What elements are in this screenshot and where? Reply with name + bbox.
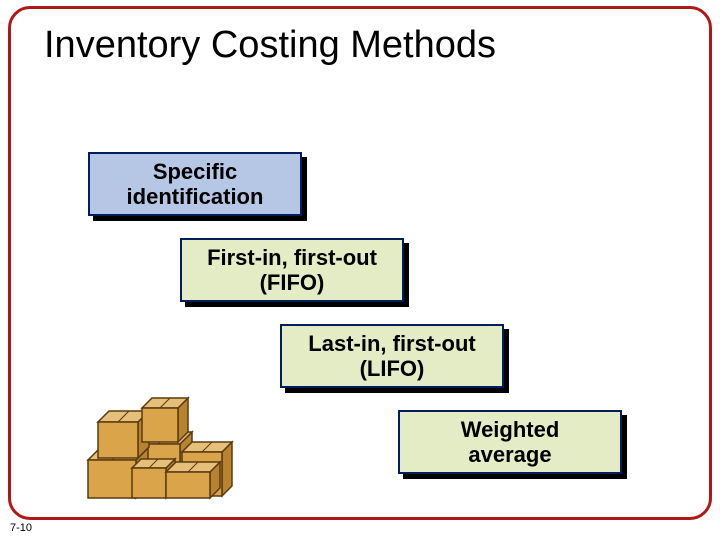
method-box-label: (LIFO) [360,356,425,381]
method-box-label: average [468,442,551,467]
boxes-illustration [78,372,238,502]
page-number: 7-10 [10,522,32,534]
method-box-label: Last-in, first-out [308,331,475,356]
method-box-label: (FIFO) [260,270,325,295]
method-box-weighted-average: Weightedaverage [398,410,622,474]
method-box-specific-identification: Specificidentification [88,152,302,216]
method-box-label: First-in, first-out [207,245,377,270]
method-box-label: Specific [153,159,237,184]
method-box-label: Weighted [461,417,560,442]
slide-title: Inventory Costing Methods [44,24,496,67]
method-box-label: identification [127,184,264,209]
method-box-lifo: Last-in, first-out(LIFO) [280,324,504,388]
method-box-fifo: First-in, first-out(FIFO) [180,238,404,302]
